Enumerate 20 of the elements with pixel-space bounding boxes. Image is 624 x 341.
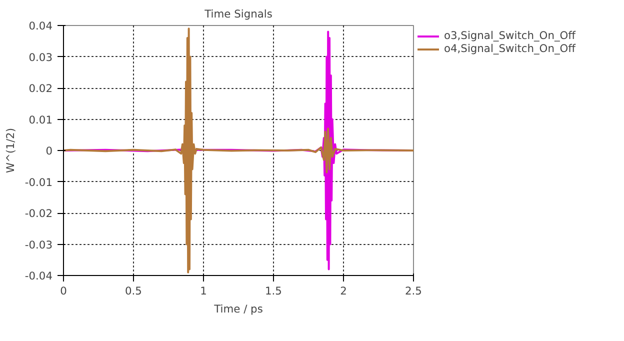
y-tick-label: -0.02 [24, 207, 53, 220]
y-tick-label: -0.01 [24, 176, 53, 189]
y-tick-label: 0.04 [28, 20, 53, 32]
y-tick-label: -0.04 [24, 270, 53, 282]
x-tick-label: 1 [200, 284, 207, 298]
x-tick-label: 0 [60, 284, 68, 298]
y-tick-label: 0.01 [28, 113, 53, 126]
y-tick-label: 0 [46, 144, 53, 158]
x-axis-title: Time / ps [213, 302, 264, 316]
x-tick-label: 1.5 [265, 284, 282, 298]
y-axis-title: W^(1/2) [4, 128, 17, 173]
y-tick-label: -0.03 [24, 238, 53, 252]
y-tick-label: 0.03 [28, 50, 53, 64]
x-tick-label: 2.5 [405, 284, 422, 298]
x-tick-label: 2 [340, 284, 347, 298]
chart-title: Time Signals [204, 8, 273, 20]
x-tick-label: 0.5 [125, 284, 142, 298]
legend-label: o4,Signal_Switch_On_Off [444, 42, 576, 55]
y-tick-label: 0.02 [28, 82, 53, 95]
legend-label: o3,Signal_Switch_On_Off [444, 29, 576, 42]
